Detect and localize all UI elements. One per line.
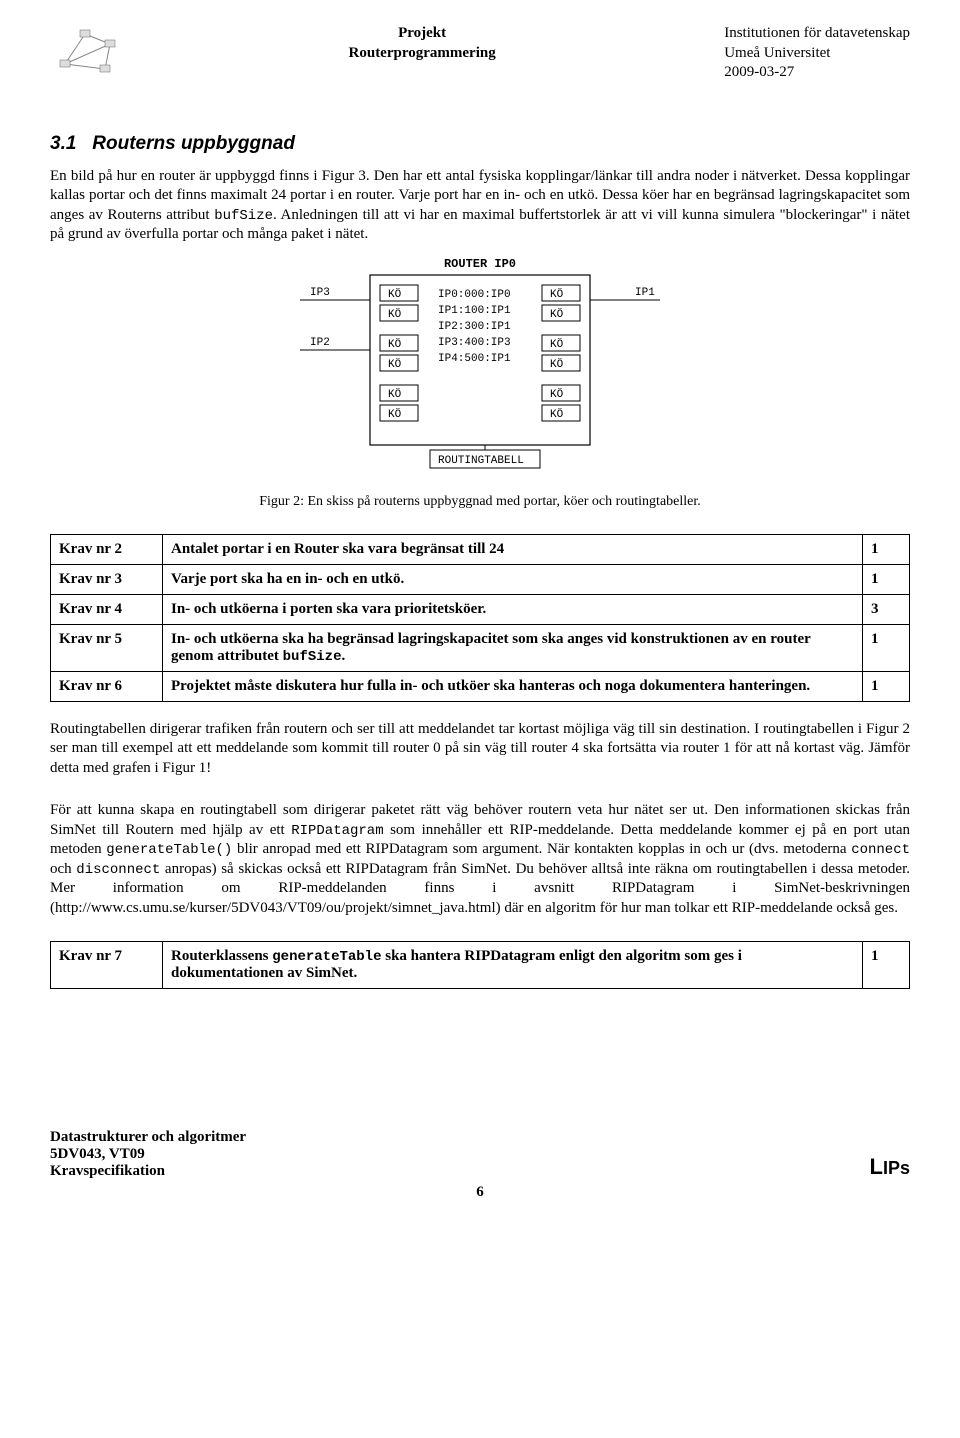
req-prio: 3 [863, 594, 910, 624]
svg-text:IP4:500:IP1: IP4:500:IP1 [438, 353, 511, 365]
requirements-table-a: Krav nr 2 Antalet portar i en Router ska… [50, 534, 910, 702]
section-name: Routerns uppbyggnad [92, 133, 295, 154]
req-id: Krav nr 5 [51, 624, 163, 671]
svg-text:IP2:300:IP1: IP2:300:IP1 [438, 321, 511, 333]
p3-code4: disconnect [76, 862, 160, 878]
section-title: 3.1 Routerns uppbyggnad [50, 133, 910, 155]
diagram-ip2: IP2 [310, 337, 330, 349]
req-desc: Antalet portar i en Router ska vara begr… [163, 534, 863, 564]
footer-course: Datastrukturer och algoritmer [50, 1129, 246, 1146]
req5-code: bufSize [283, 649, 342, 665]
paragraph-3: För att kunna skapa en routingtabell som… [50, 801, 910, 918]
table-row: Krav nr 7 Routerklassens generateTable s… [51, 942, 910, 989]
router-diagram: ROUTER IP0 IP3 IP2 IP1 KÖ KÖ KÖ KÖ KÖ KÖ… [50, 255, 910, 480]
svg-text:KÖ: KÖ [388, 338, 402, 351]
svg-text:KÖ: KÖ [550, 388, 564, 401]
page-footer: Datastrukturer och algoritmer 5DV043, VT… [50, 1129, 910, 1180]
req-desc: Routerklassens generateTable ska hantera… [163, 942, 863, 989]
page-header: Projekt Routerprogrammering Institutione… [50, 24, 910, 83]
diagram-ip3: IP3 [310, 287, 330, 299]
req-desc: Projektet måste diskutera hur fulla in- … [163, 671, 863, 701]
header-univ: Umeå Universitet [724, 44, 910, 64]
req-prio: 1 [863, 671, 910, 701]
req7-a: Routerklassens [171, 948, 272, 964]
requirements-table-b: Krav nr 7 Routerklassens generateTable s… [50, 941, 910, 989]
svg-text:IP0:000:IP0: IP0:000:IP0 [438, 289, 511, 301]
p3-code2: generateTable() [106, 842, 232, 858]
req-id: Krav nr 2 [51, 534, 163, 564]
req5-a: In- och utköerna ska ha begränsad lagrin… [171, 631, 811, 664]
req-prio: 1 [863, 534, 910, 564]
footer-doc: Kravspecifikation [50, 1163, 246, 1180]
req-prio: 1 [863, 942, 910, 989]
header-left [50, 24, 120, 74]
right-queues: KÖ KÖ KÖ KÖ KÖ KÖ [542, 285, 580, 421]
req5-b: . [341, 648, 345, 664]
header-project: Projekt [349, 24, 496, 44]
svg-text:KÖ: KÖ [388, 388, 402, 401]
footer-right: LIPs [870, 1154, 910, 1180]
paragraph-1: En bild på hur en router är uppbyggd fin… [50, 167, 910, 245]
svg-text:KÖ: KÖ [550, 308, 564, 321]
table-row: Krav nr 6 Projektet måste diskutera hur … [51, 671, 910, 701]
section-number: 3.1 [50, 133, 76, 154]
p3-c: blir anropad med ett RIPDatagram som arg… [232, 841, 851, 857]
req7-code: generateTable [272, 949, 381, 965]
header-dept: Institutionen för datavetenskap [724, 24, 910, 44]
p3-code3: connect [851, 842, 910, 858]
header-subtitle: Routerprogrammering [349, 44, 496, 64]
table-row: Krav nr 2 Antalet portar i en Router ska… [51, 534, 910, 564]
req-desc: In- och utköerna i porten ska vara prior… [163, 594, 863, 624]
req-prio: 1 [863, 624, 910, 671]
req-id: Krav nr 6 [51, 671, 163, 701]
svg-text:KÖ: KÖ [550, 338, 564, 351]
footer-code: 5DV043, VT09 [50, 1146, 246, 1163]
svg-text:KÖ: KÖ [550, 358, 564, 371]
req-desc: In- och utköerna ska ha begränsad lagrin… [163, 624, 863, 671]
diagram-ip1: IP1 [635, 287, 655, 299]
svg-text:IP1:100:IP1: IP1:100:IP1 [438, 305, 511, 317]
req-prio: 1 [863, 564, 910, 594]
network-logo-icon [50, 24, 120, 74]
routing-table: IP0:000:IP0 IP1:100:IP1 IP2:300:IP1 IP3:… [438, 289, 511, 365]
header-right: Institutionen för datavetenskap Umeå Uni… [724, 24, 910, 83]
svg-text:KÖ: KÖ [388, 358, 402, 371]
table-row: Krav nr 5 In- och utköerna ska ha begrän… [51, 624, 910, 671]
svg-text:KÖ: KÖ [388, 308, 402, 321]
svg-text:KÖ: KÖ [388, 288, 402, 301]
paragraph-2: Routingtabellen dirigerar trafiken från … [50, 720, 910, 779]
req-id: Krav nr 4 [51, 594, 163, 624]
req-desc: Varje port ska ha en in- och en utkö. [163, 564, 863, 594]
footer-left: Datastrukturer och algoritmer 5DV043, VT… [50, 1129, 246, 1180]
table-row: Krav nr 4 In- och utköerna i porten ska … [51, 594, 910, 624]
p3-e: anropas) så skickas också ett RIPDatagra… [50, 861, 910, 916]
req-id: Krav nr 3 [51, 564, 163, 594]
table-row: Krav nr 3 Varje port ska ha en in- och e… [51, 564, 910, 594]
svg-text:KÖ: KÖ [550, 288, 564, 301]
figure-caption: Figur 2: En skiss på routerns uppbyggnad… [50, 494, 910, 510]
req-id: Krav nr 7 [51, 942, 163, 989]
p3-code1: RIPDatagram [291, 823, 383, 839]
routing-label: ROUTINGTABELL [438, 455, 524, 467]
svg-text:KÖ: KÖ [388, 408, 402, 421]
p3-d: och [50, 861, 76, 877]
left-queues: KÖ KÖ KÖ KÖ KÖ KÖ [380, 285, 418, 421]
p1-code: bufSize [214, 208, 273, 224]
page-number: 6 [50, 1184, 910, 1201]
diagram-title: ROUTER IP0 [444, 257, 516, 271]
svg-text:IP3:400:IP3: IP3:400:IP3 [438, 337, 511, 349]
svg-text:KÖ: KÖ [550, 408, 564, 421]
header-date: 2009-03-27 [724, 63, 910, 83]
header-center: Projekt Routerprogrammering [349, 24, 496, 63]
